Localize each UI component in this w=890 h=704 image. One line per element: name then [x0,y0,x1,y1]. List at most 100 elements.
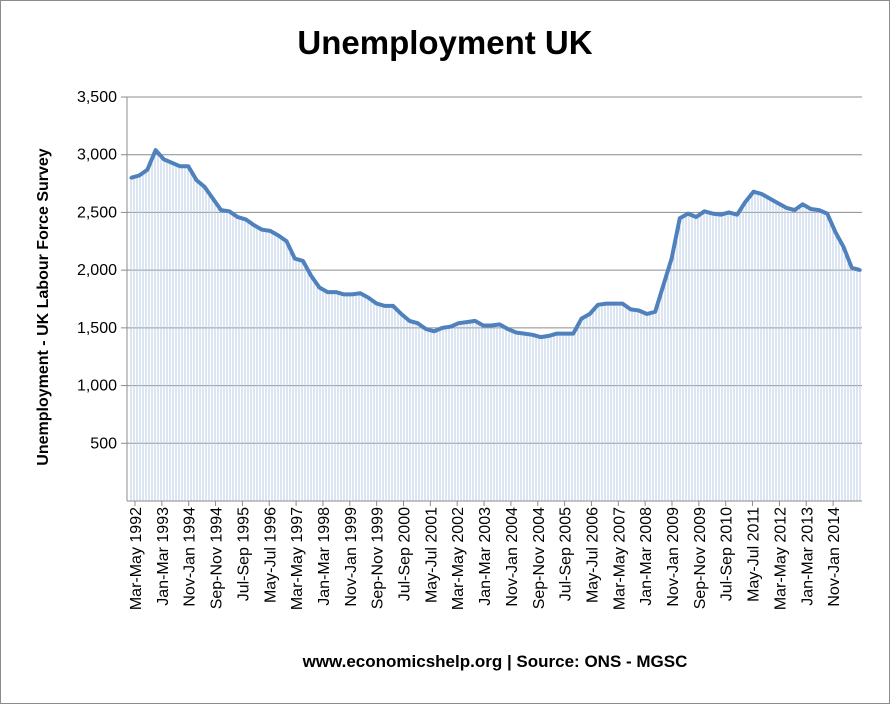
data-point [186,164,190,168]
data-point [153,148,158,152]
x-tick-label: May-Jul 1996 [262,507,279,603]
y-tick-label: 1,000 [77,378,117,395]
data-point [383,304,387,308]
x-tick-label: Jan-Mar 2013 [799,507,816,606]
data-point [399,312,403,316]
data-point [203,185,207,189]
data-point [285,239,289,243]
data-point [686,211,690,216]
x-tick-label: Jan-Mar 1998 [316,507,333,606]
data-point [170,161,174,165]
data-point [858,268,862,272]
data-point [481,323,485,328]
data-point [358,291,362,295]
data-point [801,202,805,206]
data-point [792,208,797,212]
data-point [727,210,731,215]
data-point [162,157,166,161]
data-point [661,283,666,287]
data-point [784,206,788,210]
data-point [555,332,559,336]
data-point [268,229,272,233]
x-tick-label: May-Jul 2011 [746,507,763,602]
data-point [137,173,141,178]
data-point [506,327,510,331]
data-point [579,317,584,321]
data-point [588,312,592,316]
data-point [129,176,133,180]
data-point [514,330,518,335]
x-tick-label: Jan-Mar 1993 [155,507,172,606]
x-tick-label: Jul-Sep 2005 [558,507,575,601]
x-tick-label: Nov-Jan 2014 [826,507,843,607]
data-point [743,200,747,204]
data-point [670,257,674,261]
data-point [366,296,371,300]
x-tick-label: Mar-May 1992 [128,507,145,610]
x-tick-label: Sep-Nov 1994 [209,507,226,609]
data-point [645,312,649,316]
data-point [719,213,723,217]
data-point [407,319,412,323]
data-point [547,334,551,338]
x-tick-label: Jan-Mar 2008 [638,507,655,606]
x-tick-label: May-Jul 2006 [584,507,601,603]
data-point [334,290,338,294]
data-point [768,196,772,201]
data-point [227,209,231,213]
data-point [620,302,625,306]
axes [121,96,862,506]
data-point [809,207,813,211]
data-point [260,228,264,232]
data-point [842,245,846,249]
x-tick-label: Jul-Sep 1995 [235,507,252,601]
tick-labels: 500 1,000 1,500 2,000 2,500 3,000 3,500 Mar-May… [77,89,843,610]
data-point [252,223,256,227]
data-point [309,274,313,278]
data-point [178,164,182,168]
data-point [145,168,149,172]
data-point [833,230,838,234]
x-tick-label: Mar-May 1997 [289,507,306,610]
data-point [538,335,543,339]
data-point [653,310,657,314]
x-tick-label: Nov-Jan 1999 [343,507,360,607]
data-point [317,285,321,290]
data-point [694,215,698,219]
data-point [735,213,739,217]
x-tick-label: Jul-Sep 2010 [719,507,736,601]
y-tick-label: 3,500 [77,89,117,106]
x-tick-label: Nov-Jan 1994 [182,507,199,607]
data-point [440,326,444,330]
data-point [211,196,215,201]
data-point [751,190,756,194]
x-tick-label: Jan-Mar 2003 [477,507,494,606]
x-tick-label: Sep-Nov 2004 [531,507,548,609]
data-point [448,325,453,329]
series-line [130,148,861,340]
data-point [604,302,608,306]
chart-title: Unemployment UK [297,24,593,61]
data-point [244,217,248,221]
data-point [293,257,297,261]
data-point [571,332,575,336]
data-point [776,201,780,205]
y-tick-label: 2,000 [77,262,117,279]
data-point [489,323,494,328]
data-point [850,266,854,270]
data-point [817,208,821,212]
data-point [473,319,477,323]
x-tick-label: Mar-May 2007 [611,507,628,610]
data-point [629,307,633,311]
y-tick-label: 1,500 [77,320,117,337]
data-point [596,303,600,307]
data-point [350,292,354,296]
data-point [219,208,223,212]
x-tick-label: Sep-Nov 1999 [370,507,387,609]
data-point [375,302,379,306]
data-point [825,211,829,216]
x-tick-label: Mar-May 2002 [450,507,467,610]
x-tick-label: Jul-Sep 2000 [397,507,414,601]
data-point [276,233,281,238]
